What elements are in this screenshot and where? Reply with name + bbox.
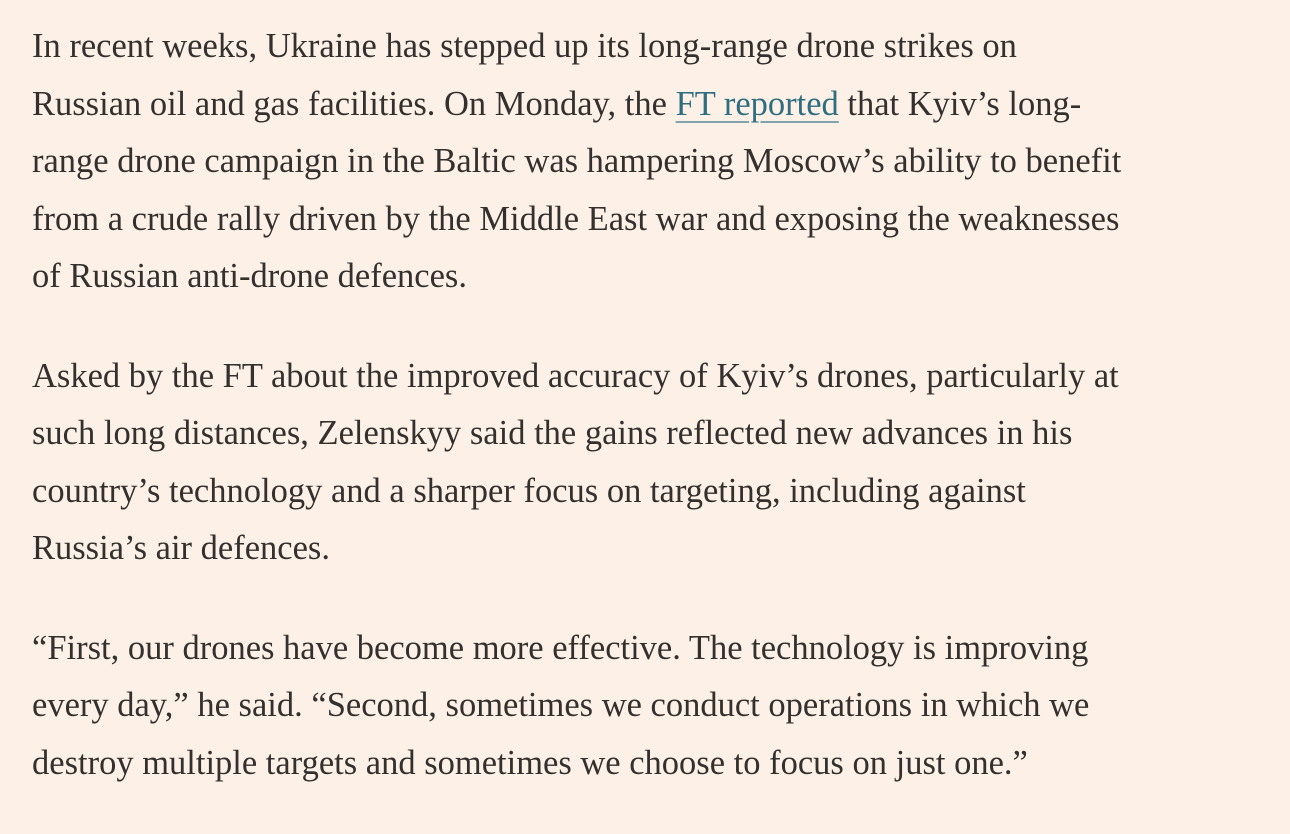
text-segment: that Kyiv’s long- xyxy=(838,84,1082,123)
paragraph-1: In recent weeks, Ukraine has stepped up … xyxy=(32,18,1282,306)
text-line: of Russian anti-drone defences. xyxy=(32,257,467,295)
text-line: destroy multiple targets and sometimes w… xyxy=(32,743,1028,782)
text-line: every day,” he said. “Second, sometimes … xyxy=(32,686,1090,724)
text-line: Russia’s air defences. xyxy=(32,529,330,567)
text-line: from a crude rally driven by the Middle … xyxy=(32,199,1120,238)
text-line: country’s technology and a sharper focus… xyxy=(32,471,1026,510)
text-line: Russian oil and gas facilities. On Monda… xyxy=(32,76,1282,134)
text-segment: Russian oil and gas facilities. On Monda… xyxy=(32,84,676,123)
text-line: such long distances, Zelenskyy said the … xyxy=(32,414,1073,452)
paragraph-2: Asked by the FT about the improved accur… xyxy=(32,348,1282,578)
text-line: In recent weeks, Ukraine has stepped up … xyxy=(32,27,1017,65)
ft-reported-link[interactable]: FT reported xyxy=(675,84,839,123)
paragraph-3: “First, our drones have become more effe… xyxy=(32,620,1282,793)
text-line: range drone campaign in the Baltic was h… xyxy=(32,142,1122,180)
article-body: In recent weeks, Ukraine has stepped up … xyxy=(32,18,1282,834)
text-line: “First, our drones have become more effe… xyxy=(32,628,1089,667)
text-line: Asked by the FT about the improved accur… xyxy=(32,356,1119,395)
